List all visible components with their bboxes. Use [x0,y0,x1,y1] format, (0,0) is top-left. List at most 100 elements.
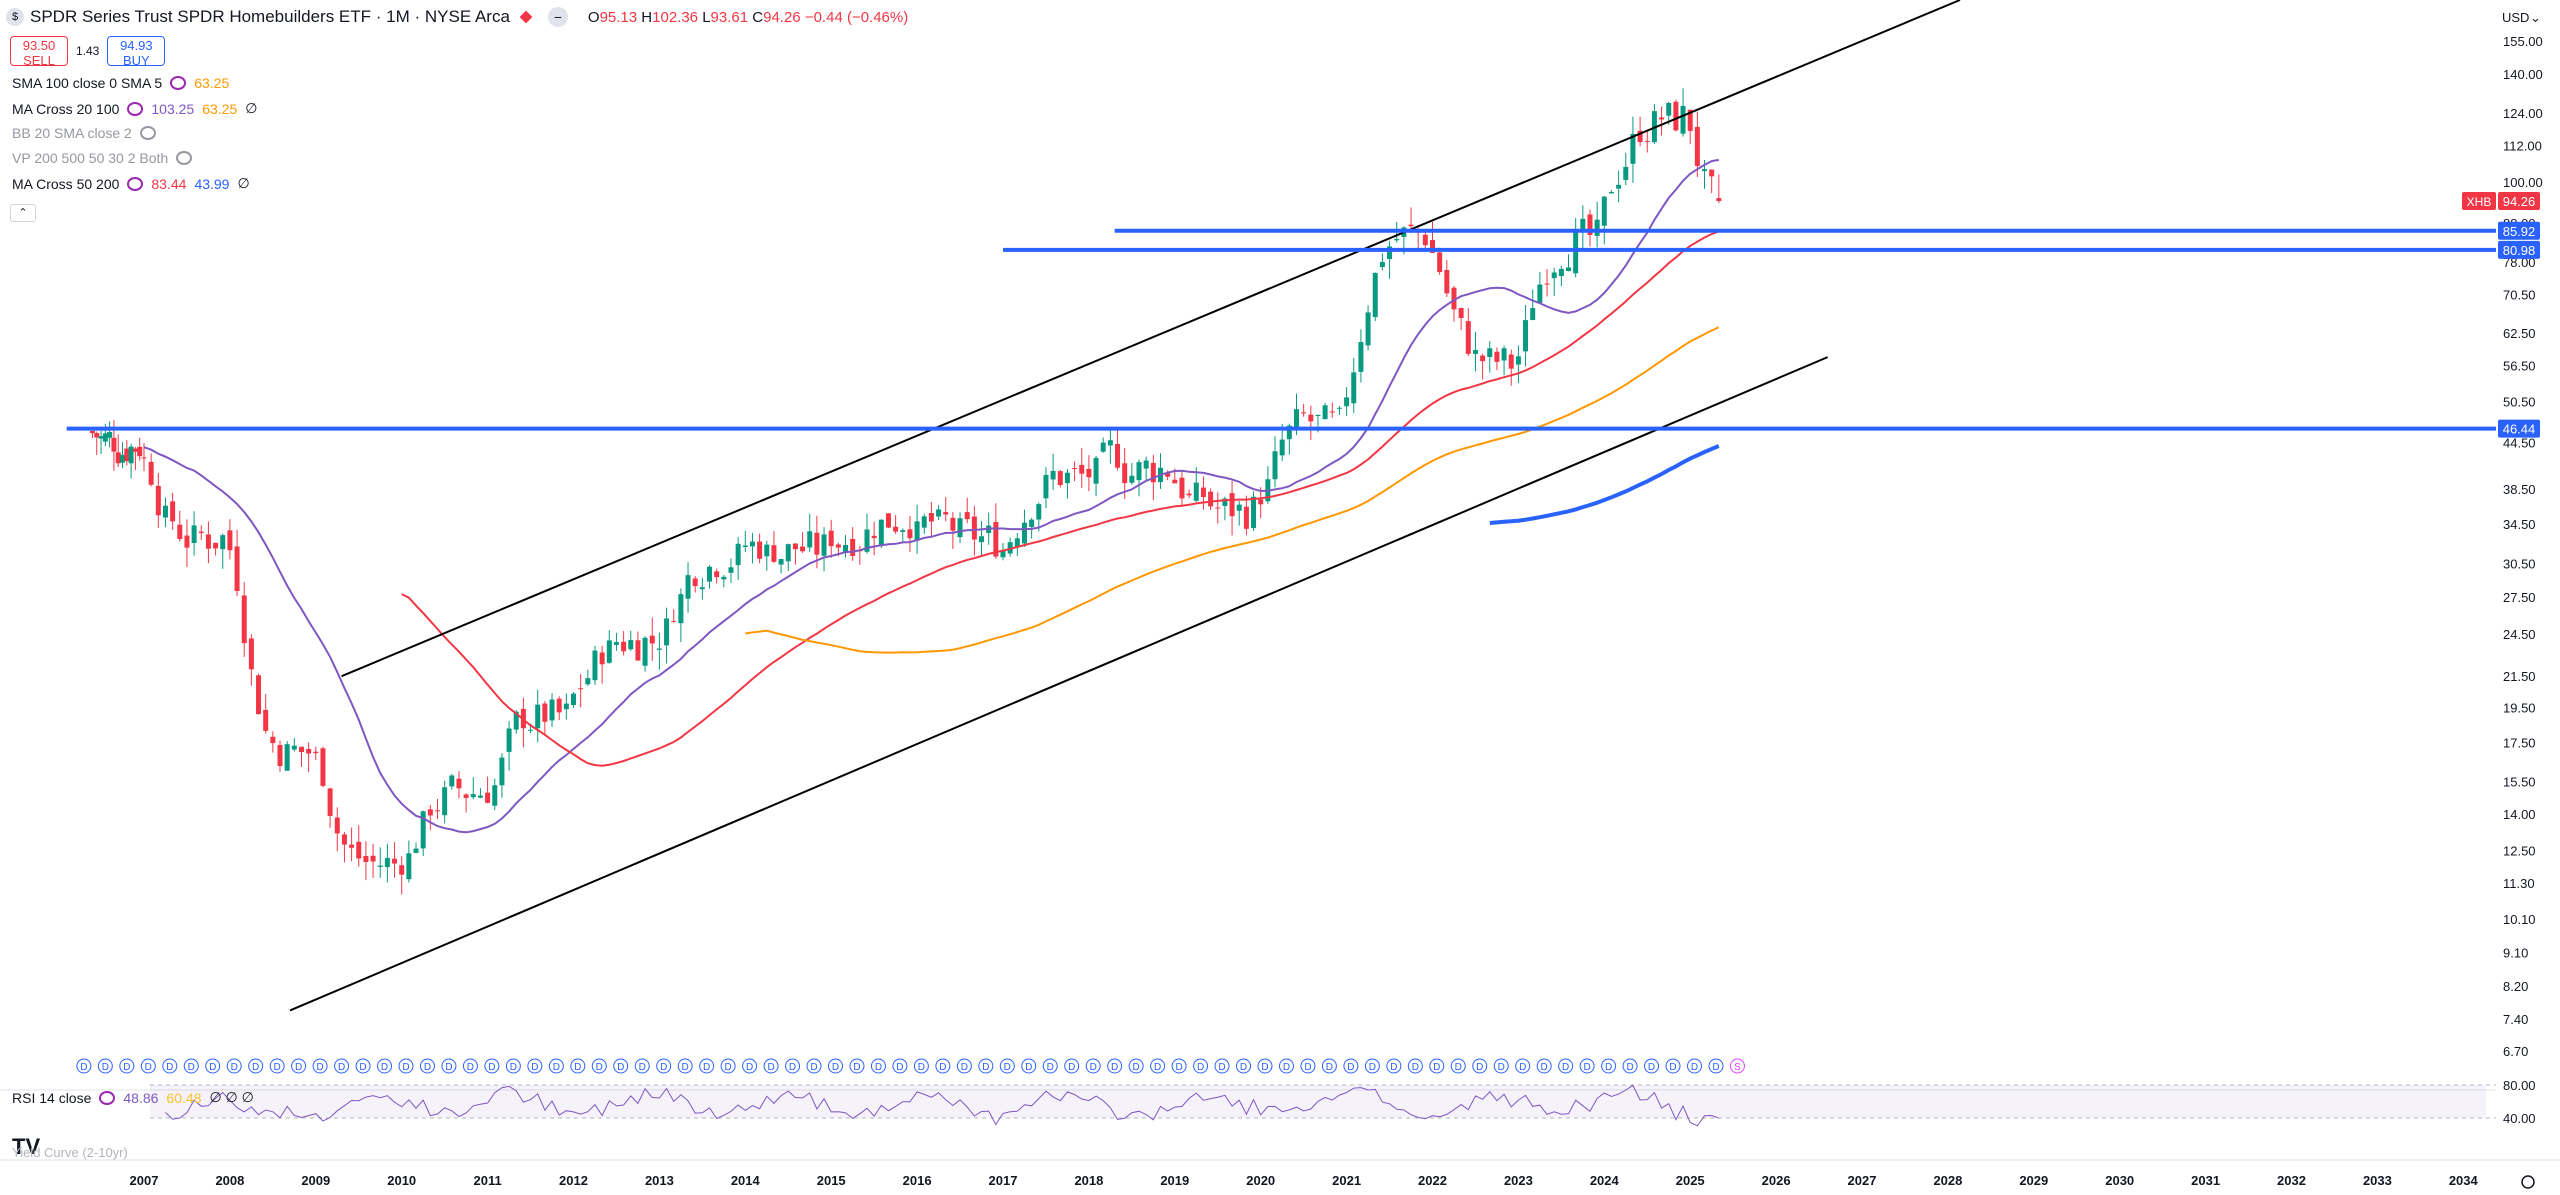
dividend-circle [1601,1058,1617,1074]
candle-body [835,544,841,548]
candle [800,532,806,553]
dividend-label: D [145,1062,152,1073]
dividend-circle [441,1058,457,1074]
candle [1372,272,1378,322]
dividend-marker: D [785,1058,801,1074]
collapse-legend-button[interactable]: ⌃ [10,204,36,222]
indicator-legend-1[interactable]: SMA 100 close 0 SMA 5 63.25 [12,75,229,91]
dividend-label: D [982,1062,989,1073]
indicator-value: 103.25 [151,100,195,117]
candle [155,472,161,529]
dividend-circle [1128,1058,1144,1074]
candle-body [124,448,130,462]
candle [1387,241,1393,279]
dividend-label: D [316,1062,323,1073]
candle [434,798,440,819]
indicator-legend-5[interactable]: MA Cross 50 200 83.44 43.99 ∅ [12,175,250,192]
indicator-name: VP 200 500 50 30 2 Both [12,150,169,166]
candle [885,513,891,529]
eye-hidden-icon[interactable] [176,151,193,165]
tradingview-logo[interactable]: TV [12,1134,41,1159]
candle-body [1623,166,1629,180]
candle-body [1666,103,1672,116]
split-circle [1729,1058,1745,1074]
dividend-label: D [1412,1062,1419,1073]
dividend-label: D [488,1062,495,1073]
candle-body [1021,522,1027,544]
candle-body [1336,407,1342,409]
level-badge-3-text: 46.44 [2503,422,2536,437]
dividend-circle [419,1058,435,1074]
dividend-label: D [1347,1062,1354,1073]
candle [413,842,419,854]
candle [592,645,598,685]
time-tick: 2030 [2105,1173,2134,1188]
candle [227,519,233,560]
dividend-circle [1171,1058,1187,1074]
eye-hidden-icon[interactable] [139,126,156,140]
sell-button[interactable]: 93.50 SELL [10,36,68,68]
dividend-marker: D [1107,1058,1123,1074]
candle [399,856,405,895]
indicator-legend-4[interactable]: VP 200 500 50 30 2 Both [12,150,193,166]
candle-body [234,546,240,591]
candle-body [621,641,627,652]
indicator-legend-2[interactable]: MA Cross 20 100 103.25 63.25 ∅ [12,100,257,117]
candle [234,529,240,597]
eye-icon[interactable] [127,176,144,191]
dividend-circle [591,1058,607,1074]
candle [177,510,183,542]
candle-body [1673,101,1679,131]
dividend-label: D [424,1062,431,1073]
candle [778,558,784,574]
ma50-line [401,230,1720,767]
price-tick: 70.50 [2503,287,2536,302]
dividend-circle [76,1058,92,1074]
dividend-circle [1686,1058,1702,1074]
candle [979,520,985,557]
indicator-legend-3[interactable]: BB 20 SMA close 2 [12,125,156,141]
candle [707,565,713,589]
candle-body [563,703,569,710]
price-tick: 11.30 [2503,876,2535,891]
candle [578,674,584,708]
eye-icon[interactable] [127,101,144,116]
candle-body [1243,506,1249,529]
candle [599,645,605,684]
candle-body [535,704,541,729]
symbol-title[interactable]: SPDR Series Trust SPDR Homebuilders ETF … [30,7,510,26]
candle [284,741,290,771]
candle [549,693,555,727]
split-label: S [1734,1062,1741,1073]
currency-label[interactable]: USD [2502,10,2530,25]
candle-body [284,744,290,771]
dividend-circle [913,1058,929,1074]
candle-body [94,433,100,438]
dividend-marker: D [1214,1058,1230,1074]
eye-icon[interactable] [170,76,187,90]
candle-body [1358,342,1364,372]
candle-body [120,454,126,463]
candle-body [1072,467,1078,469]
rsi-legend[interactable]: RSI 14 close 48.86 60.48 ∅ ∅ ∅ [12,1089,254,1106]
level-badge-2-bg [2498,240,2540,259]
candle [1601,196,1607,245]
dividend-label: D [1261,1062,1268,1073]
candle-body [1472,350,1478,354]
candle-body [606,640,612,663]
dividend-circle [462,1058,478,1074]
hide-legend-icon[interactable]: − [547,7,568,27]
time-tick: 2013 [645,1173,674,1188]
candle [928,501,934,537]
price-tick: 50.50 [2503,395,2536,410]
dividend-marker: D [1644,1058,1660,1074]
candle [964,497,970,524]
dividend-label: D [1111,1062,1118,1073]
candle-body [1258,499,1264,505]
settings-gear-icon[interactable] [2521,1175,2535,1189]
indicator-name: BB 20 SMA close 2 [12,125,132,141]
eye-icon[interactable] [99,1090,116,1105]
buy-button[interactable]: 94.93 BUY [107,36,166,68]
chevron-down-icon[interactable]: ⌄ [2530,10,2541,25]
